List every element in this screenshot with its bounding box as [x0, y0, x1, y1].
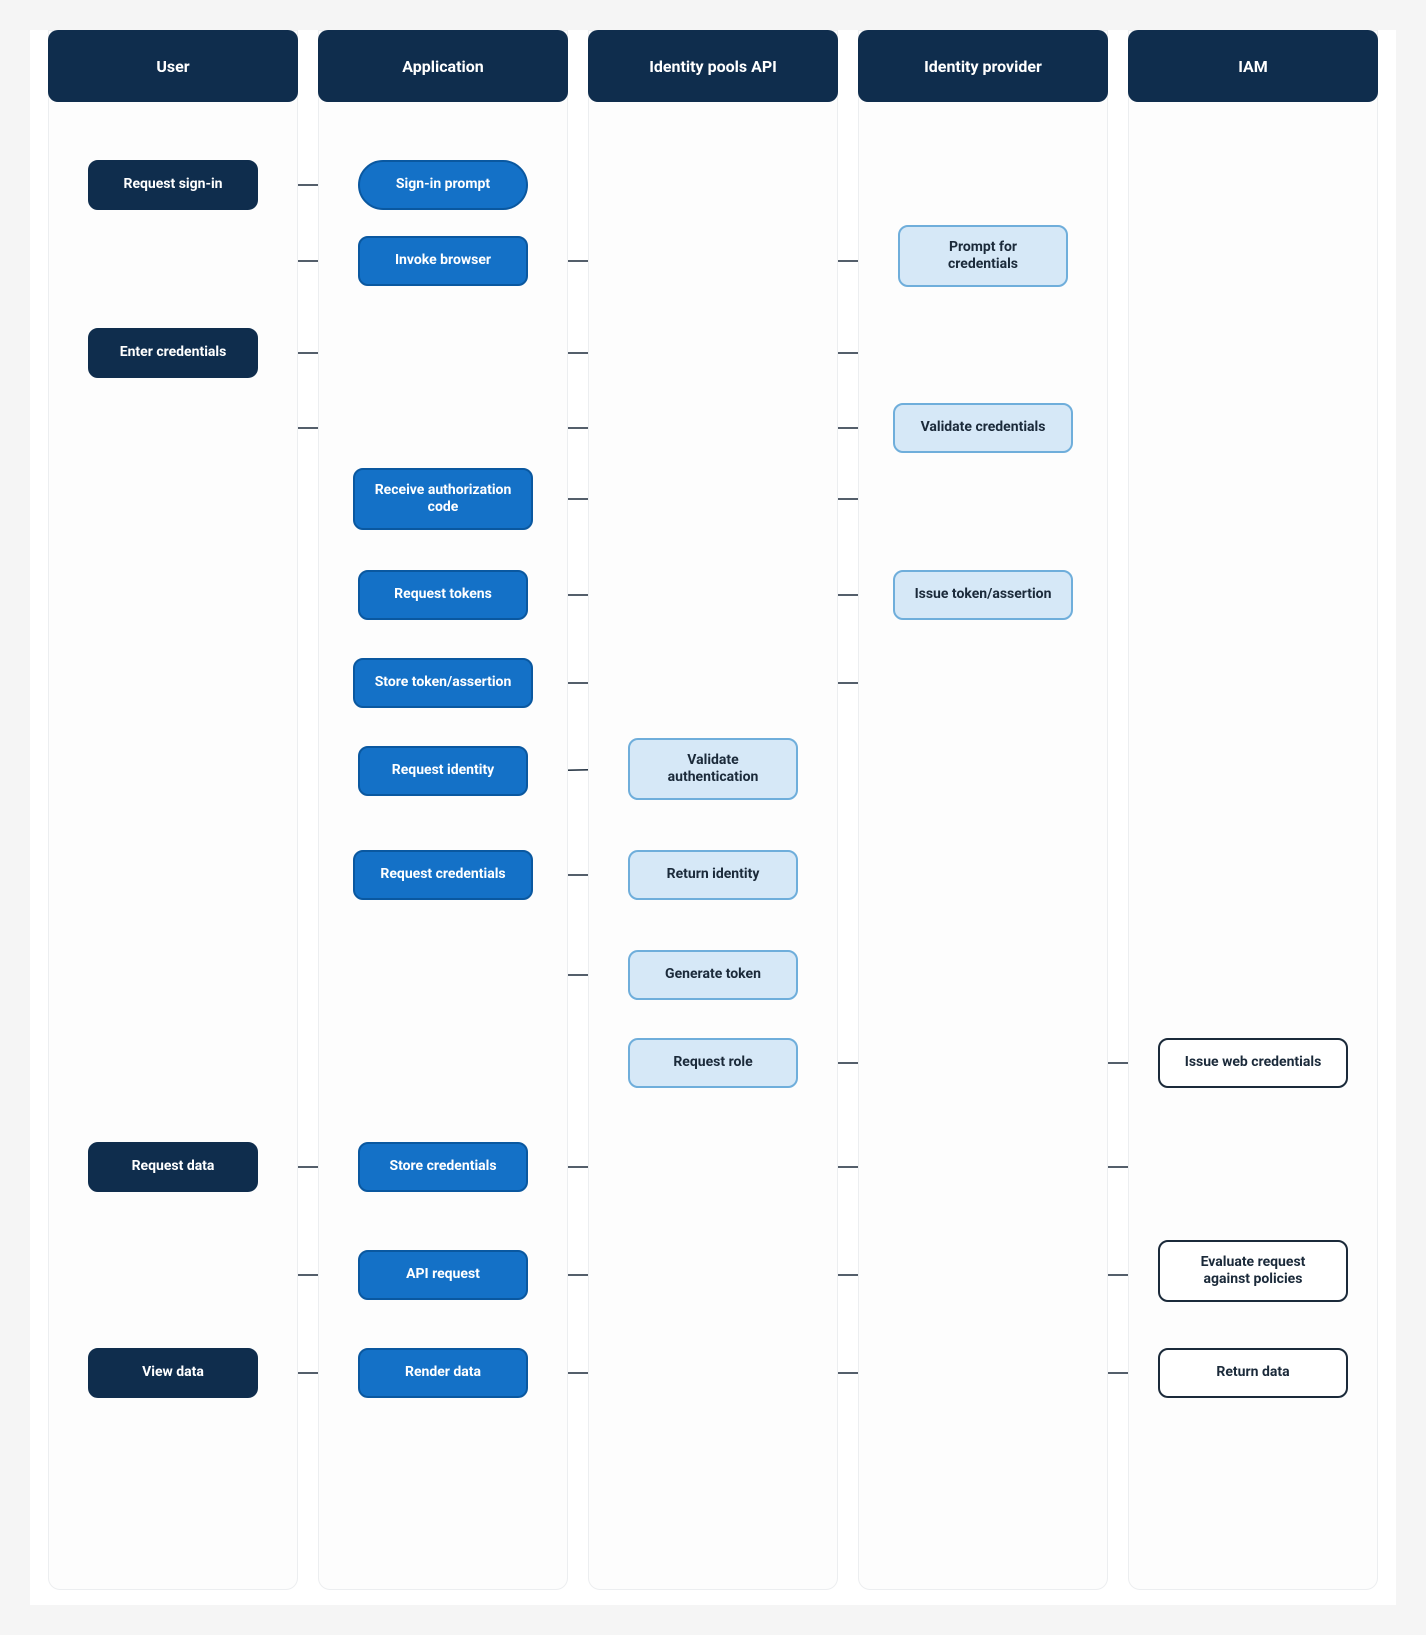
node-prompt_creds: Prompt forcredentials	[898, 225, 1068, 287]
node-store_token: Store token/assertion	[353, 658, 533, 708]
node-req_role: Request role	[628, 1038, 798, 1088]
lane-header-idp: Identity provider	[858, 30, 1108, 102]
lane-header-user: User	[48, 30, 298, 102]
node-ret_data: Return data	[1158, 1348, 1348, 1398]
node-ret_identity: Return identity	[628, 850, 798, 900]
node-validate_creds: Validate credentials	[893, 403, 1073, 453]
node-eval_req: Evaluate requestagainst policies	[1158, 1240, 1348, 1302]
lane-header-idpool: Identity pools API	[588, 30, 838, 102]
node-issue_token: Issue token/assertion	[893, 570, 1073, 620]
lane-header-iam: IAM	[1128, 30, 1378, 102]
node-enter_creds: Enter credentials	[88, 328, 258, 378]
node-store_creds: Store credentials	[358, 1142, 528, 1192]
flowchart-canvas: User Application Identity pools API Identit…	[30, 30, 1396, 1605]
node-view_data: View data	[88, 1348, 258, 1398]
node-api_req: API request	[358, 1250, 528, 1300]
node-gen_token: Generate token	[628, 950, 798, 1000]
node-req_signin: Request sign-in	[88, 160, 258, 210]
node-req_identity: Request identity	[358, 746, 528, 796]
node-render_data: Render data	[358, 1348, 528, 1398]
node-recv_auth: Receive authorizationcode	[353, 468, 533, 530]
node-invoke_browser: Invoke browser	[358, 236, 528, 286]
node-validate_auth: Validateauthentication	[628, 738, 798, 800]
node-req_tokens: Request tokens	[358, 570, 528, 620]
node-req_data: Request data	[88, 1142, 258, 1192]
lane-idpool	[588, 30, 838, 1590]
lane-header-app: Application	[318, 30, 568, 102]
node-issue_web: Issue web credentials	[1158, 1038, 1348, 1088]
node-req_creds: Request credentials	[353, 850, 533, 900]
node-signin_prompt: Sign-in prompt	[358, 160, 528, 210]
